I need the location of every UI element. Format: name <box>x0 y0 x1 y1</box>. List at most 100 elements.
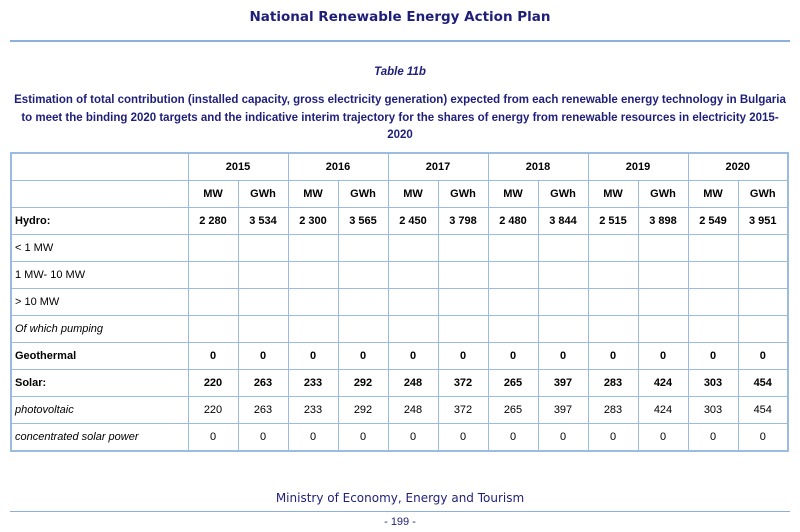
value-cell <box>237 234 289 262</box>
value-cell: 2 450 <box>387 207 439 235</box>
value-cell: 303 <box>687 396 739 424</box>
value-cell: 0 <box>287 423 339 452</box>
unit-header: MW <box>387 180 439 208</box>
unit-header: GWh <box>537 180 589 208</box>
value-cell: 454 <box>737 396 789 424</box>
value-cell: 292 <box>337 396 389 424</box>
value-cell <box>187 315 239 343</box>
row-label: concentrated solar power <box>10 423 189 452</box>
table-row: Solar: 220 263 233 292 248 372 265 397 283 424 303 4… <box>10 369 789 397</box>
value-cell <box>337 315 389 343</box>
value-cell <box>687 261 739 289</box>
value-cell: 0 <box>637 342 689 370</box>
value-cell: 2 280 <box>187 207 239 235</box>
value-cell <box>387 234 439 262</box>
unit-header-row: MW GWh MW GWh MW GWh MW GWh MW GWh MW GWh <box>10 180 789 208</box>
unit-header: MW <box>587 180 639 208</box>
value-cell <box>337 234 389 262</box>
value-cell: 0 <box>687 342 739 370</box>
value-cell <box>487 261 539 289</box>
value-cell: 233 <box>287 396 339 424</box>
value-cell: 2 480 <box>487 207 539 235</box>
value-cell <box>437 261 489 289</box>
value-cell: 0 <box>737 423 789 452</box>
value-cell: 2 515 <box>587 207 639 235</box>
value-cell <box>237 261 289 289</box>
value-cell <box>387 261 439 289</box>
value-cell: 3 534 <box>237 207 289 235</box>
value-cell: 424 <box>637 369 689 397</box>
value-cell: 303 <box>687 369 739 397</box>
unit-header: GWh <box>237 180 289 208</box>
value-cell: 0 <box>337 423 389 452</box>
value-cell <box>587 288 639 316</box>
value-cell: 263 <box>237 369 289 397</box>
value-cell: 0 <box>237 423 289 452</box>
value-cell <box>387 288 439 316</box>
value-cell: 0 <box>237 342 289 370</box>
value-cell <box>637 315 689 343</box>
value-cell <box>737 288 789 316</box>
table-row: concentrated solar power 0 0 0 0 0 0 0 0 0 0 0 0 <box>10 423 789 452</box>
value-cell <box>737 315 789 343</box>
row-label: < 1 MW <box>10 234 189 262</box>
value-cell: 220 <box>187 396 239 424</box>
renewable-energy-table: 2015 2016 2017 2018 2019 2020 MW GWh MW GWh MW GWh M… <box>10 152 789 452</box>
value-cell <box>287 261 339 289</box>
value-cell <box>537 261 589 289</box>
value-cell: 0 <box>537 423 589 452</box>
value-cell: 233 <box>287 369 339 397</box>
value-cell <box>587 315 639 343</box>
value-cell <box>537 288 589 316</box>
value-cell: 0 <box>437 342 489 370</box>
row-label: Of which pumping <box>10 315 189 343</box>
value-cell: 0 <box>587 423 639 452</box>
value-cell <box>537 315 589 343</box>
value-cell <box>287 315 339 343</box>
value-cell <box>587 261 639 289</box>
value-cell <box>637 288 689 316</box>
year-header: 2020 <box>687 152 789 181</box>
row-label: 1 MW- 10 MW <box>10 261 189 289</box>
value-cell: 454 <box>737 369 789 397</box>
value-cell: 0 <box>537 342 589 370</box>
value-cell <box>437 315 489 343</box>
year-header: 2015 <box>187 152 289 181</box>
footer-divider <box>10 511 790 512</box>
value-cell: 3 798 <box>437 207 489 235</box>
value-cell: 397 <box>537 396 589 424</box>
value-cell <box>737 234 789 262</box>
unit-header: GWh <box>437 180 489 208</box>
value-cell: 0 <box>687 423 739 452</box>
value-cell <box>237 288 289 316</box>
value-cell: 0 <box>587 342 639 370</box>
table-row: photovoltaic 220 263 233 292 248 372 265 397 283 4… <box>10 396 789 424</box>
table-row: Hydro: 2 280 3 534 2 300 3 565 2 450 3 798 2 48… <box>10 207 789 235</box>
value-cell <box>637 234 689 262</box>
value-cell: 0 <box>187 423 239 452</box>
year-header: 2019 <box>587 152 689 181</box>
value-cell: 220 <box>187 369 239 397</box>
table-row: < 1 MW <box>10 234 789 262</box>
value-cell: 3 951 <box>737 207 789 235</box>
value-cell <box>287 288 339 316</box>
value-cell: 248 <box>387 396 439 424</box>
row-label: Geothermal <box>10 342 189 370</box>
value-cell <box>387 315 439 343</box>
value-cell: 0 <box>387 423 439 452</box>
value-cell: 397 <box>537 369 589 397</box>
value-cell: 0 <box>337 342 389 370</box>
unit-header: MW <box>487 180 539 208</box>
value-cell: 283 <box>587 396 639 424</box>
value-cell <box>587 234 639 262</box>
value-cell <box>337 261 389 289</box>
value-cell: 0 <box>387 342 439 370</box>
value-cell <box>237 315 289 343</box>
value-cell: 2 549 <box>687 207 739 235</box>
value-cell: 0 <box>187 342 239 370</box>
year-header: 2016 <box>287 152 389 181</box>
value-cell: 265 <box>487 396 539 424</box>
value-cell: 0 <box>737 342 789 370</box>
unit-header: GWh <box>737 180 789 208</box>
row-label: > 10 MW <box>10 288 189 316</box>
